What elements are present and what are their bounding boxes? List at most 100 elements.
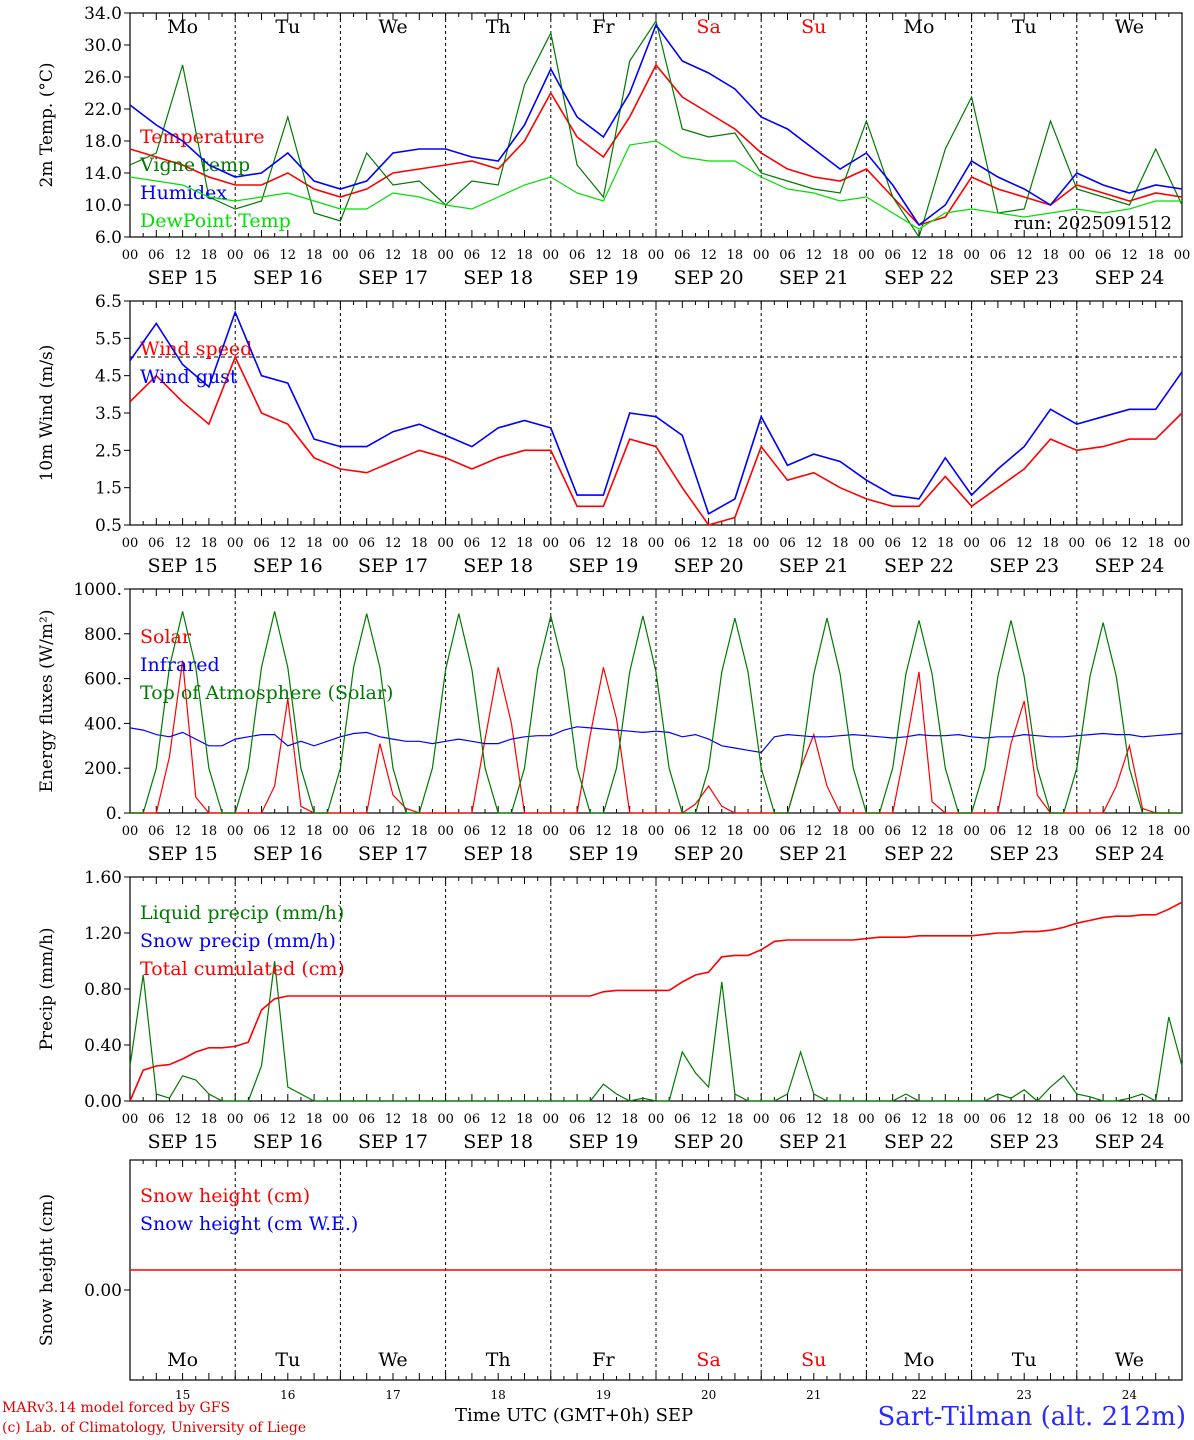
- hour-tick-label: 12: [911, 248, 928, 263]
- hour-tick-label: 12: [1016, 824, 1033, 839]
- y-tick-label: 200.: [84, 759, 122, 779]
- y-axis-label: Precip (mm/h): [37, 927, 57, 1050]
- hour-tick-label: 12: [280, 248, 297, 263]
- snow-height-panel: 0.00 Snow height (cm) Mo Tu We Th Fr Sa Su Mo Tu We…: [37, 1159, 1183, 1402]
- y-tick-label: 22.0: [84, 100, 122, 120]
- hour-tick-label: 00: [753, 248, 770, 263]
- hour-tick-label: 00: [1069, 248, 1086, 263]
- hour-tick-label: 00: [543, 536, 560, 551]
- hour-tick-label: 12: [911, 1112, 928, 1127]
- hour-tick-label: 00: [332, 248, 349, 263]
- hour-tick-label: 12: [595, 824, 612, 839]
- hour-tick-label: 18: [1042, 824, 1059, 839]
- day-number-label: 23: [1017, 1388, 1032, 1402]
- hour-tick-label: 12: [174, 536, 191, 551]
- date-label: SEP 24: [1094, 843, 1164, 865]
- weekday-label: Mo: [904, 16, 935, 38]
- plot-frame: [129, 12, 1183, 238]
- weekday-label: Tu: [275, 16, 300, 38]
- hour-tick-label: 18: [516, 536, 533, 551]
- hour-tick-label: 00: [227, 1112, 244, 1127]
- weekday-label: We: [378, 1349, 407, 1371]
- hour-tick-label: 18: [1042, 536, 1059, 551]
- hour-tick-label: 06: [569, 1112, 586, 1127]
- hour-tick-label: 18: [727, 1112, 744, 1127]
- hour-tick-label: 12: [806, 824, 823, 839]
- weekday-label: Sa: [696, 1349, 720, 1371]
- hour-tick-label: 18: [411, 1112, 428, 1127]
- hour-tick-label: 06: [779, 824, 796, 839]
- date-label: SEP 15: [148, 1131, 218, 1153]
- hour-tick-label: 00: [1174, 248, 1191, 263]
- hour-tick-label: 00: [122, 1112, 139, 1127]
- weekday-label: Tu: [1012, 1349, 1037, 1371]
- hour-tick-label: 12: [1016, 1112, 1033, 1127]
- date-label: SEP 15: [148, 267, 218, 289]
- hour-tick-label: 18: [516, 824, 533, 839]
- model-credit: MARv3.14 model forced by GFS: [2, 1400, 231, 1416]
- hour-tick-label: 12: [490, 824, 507, 839]
- hour-tick-label: 06: [569, 248, 586, 263]
- hour-tick-label: 00: [648, 248, 665, 263]
- y-tick-label: 2.5: [95, 441, 122, 461]
- weekday-label: Su: [801, 16, 826, 38]
- hour-tick-label: 06: [569, 824, 586, 839]
- hour-tick-label: 06: [1095, 824, 1112, 839]
- hour-tick-label: 00: [963, 248, 980, 263]
- temperature-panel: 6.0 10.0 14.0 18.0 22.0 26.0 30.0 34.0 2m Temp. …: [37, 4, 1190, 289]
- hour-tick-label: 12: [595, 1112, 612, 1127]
- y-tick-label: 1000.: [73, 580, 122, 600]
- hour-tick-label: 12: [1121, 1112, 1138, 1127]
- series-line-temperature: [129, 63, 1183, 226]
- hour-tick-label: 12: [490, 536, 507, 551]
- date-label: SEP 21: [779, 267, 849, 289]
- weekday-label: Tu: [275, 1349, 300, 1371]
- hour-tick-label: 06: [884, 248, 901, 263]
- date-label: SEP 15: [148, 843, 218, 865]
- date-label: SEP 17: [358, 843, 428, 865]
- y-tick-label: 6.0: [95, 228, 122, 248]
- date-label: SEP 23: [989, 843, 1059, 865]
- hour-tick-label: 00: [858, 248, 875, 263]
- y-tick-label: 10.0: [84, 196, 122, 216]
- hour-tick-label: 06: [990, 248, 1007, 263]
- hour-tick-label: 06: [884, 536, 901, 551]
- hour-tick-label: 06: [464, 824, 481, 839]
- hour-tick-label: 06: [884, 1112, 901, 1127]
- wind-panel: 0.5 1.5 2.5 3.5 4.5 5.5 6.5 10m Wind (m/s) 00 06 1…: [37, 292, 1190, 577]
- hour-tick-label: 18: [201, 824, 218, 839]
- date-label: SEP 23: [989, 555, 1059, 577]
- hour-tick-label: 18: [832, 248, 849, 263]
- date-label: SEP 22: [884, 555, 954, 577]
- hour-tick-label: 12: [1016, 536, 1033, 551]
- hour-tick-label: 06: [358, 248, 375, 263]
- date-label: SEP 15: [148, 555, 218, 577]
- weekday-label: We: [1115, 16, 1144, 38]
- hour-tick-label: 00: [963, 536, 980, 551]
- hour-tick-label: 12: [700, 824, 717, 839]
- date-label: SEP 18: [463, 555, 533, 577]
- weekday-label: Su: [801, 1349, 826, 1371]
- hour-tick-label: 12: [174, 248, 191, 263]
- hour-tick-label: 12: [490, 248, 507, 263]
- hour-tick-label: 00: [753, 824, 770, 839]
- hour-tick-label: 06: [148, 536, 165, 551]
- date-label: SEP 21: [779, 843, 849, 865]
- hour-tick-label: 18: [1042, 248, 1059, 263]
- hour-tick-label: 12: [806, 248, 823, 263]
- hour-tick-label: 06: [464, 248, 481, 263]
- weekday-label: Mo: [167, 1349, 198, 1371]
- hour-tick-label: 18: [621, 248, 638, 263]
- weekday-label: Mo: [167, 16, 198, 38]
- weekday-label: Tu: [1012, 16, 1037, 38]
- y-tick-label: 18.0: [84, 132, 122, 152]
- y-tick-label: 800.: [84, 625, 122, 645]
- hour-tick-label: 06: [1095, 536, 1112, 551]
- hour-tick-label: 12: [595, 248, 612, 263]
- legend-entry: Total cumulated (cm): [140, 958, 345, 980]
- legend-entry: Top of Atmosphere (Solar): [140, 682, 393, 704]
- date-label: SEP 18: [463, 267, 533, 289]
- day-number-label: 22: [911, 1388, 926, 1402]
- hour-tick-label: 06: [990, 824, 1007, 839]
